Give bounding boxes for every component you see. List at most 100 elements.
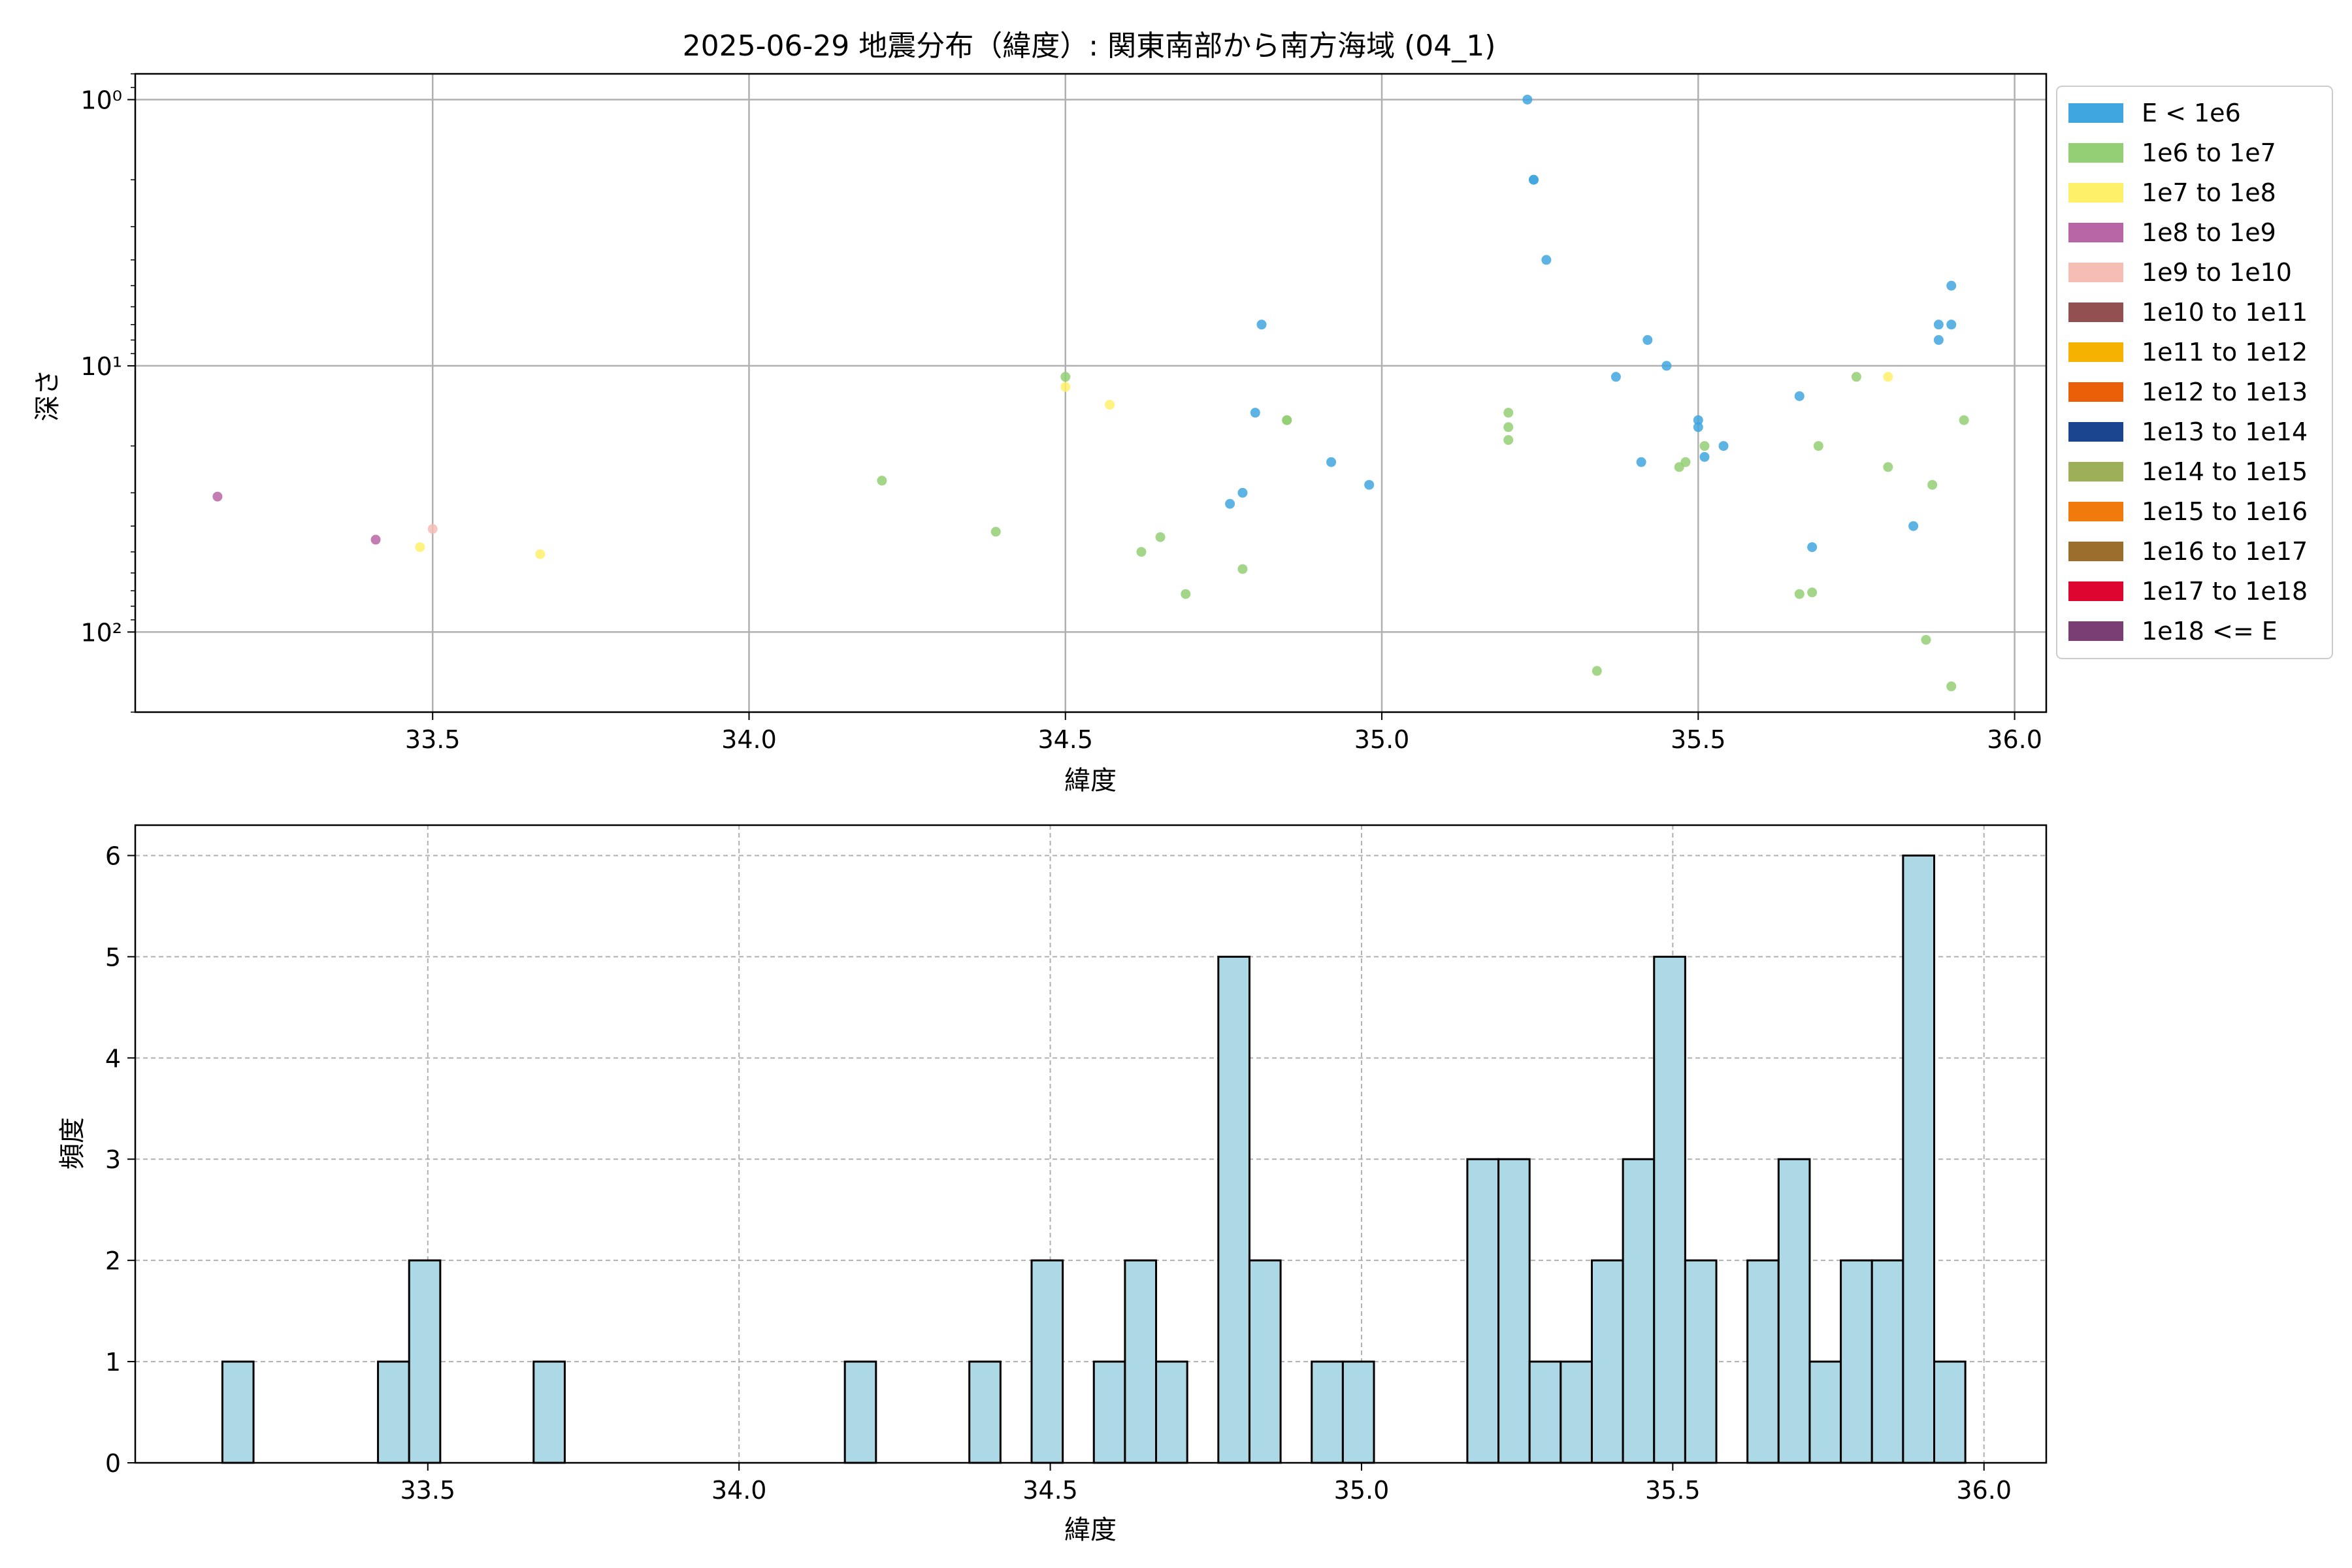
scatter-point [1927,480,1938,490]
histogram-x-tick-label: 33.5 [400,1476,455,1505]
legend-swatch [2068,223,2123,242]
scatter-point [1959,415,1969,425]
histogram-bar [1746,1259,1780,1464]
histogram-bar [1902,854,1936,1464]
legend-label: 1e12 to 1e13 [2142,378,2308,406]
scatter-point [1807,542,1818,552]
scatter-point [1592,666,1602,676]
scatter-point [1680,457,1691,467]
scatter-point [1699,451,1710,462]
histogram-bar [1528,1360,1562,1464]
scatter-point [535,549,546,559]
histogram-chart: 33.5 34.0 34.5 35.0 35.5 36.0 0 1 2 3 4 5 6 緯度 頻度 [57,824,2048,1545]
scatter-point [1060,372,1071,382]
histogram-bar [1933,1360,1967,1464]
legend-swatch [2068,143,2123,163]
scatter-point [1661,361,1672,371]
scatter-chart-title: 2025-06-29 地震分布（緯度）: 関東南部から南方海域 (04_1) [683,29,1496,63]
histogram-bar [377,1360,410,1464]
legend-label: 1e10 to 1e11 [2142,298,2308,327]
legend-swatch [2068,542,2123,561]
scatter-ticks: 33.5 34.0 34.5 35.0 35.5 36.0 10⁰ 10¹ 10² [80,73,2042,754]
scatter-point [1060,382,1071,392]
scatter-x-tick-label: 34.5 [1037,725,1093,754]
histogram-bar [221,1360,255,1464]
scatter-point [370,534,381,545]
histogram-bar [1497,1158,1531,1464]
histogram-ticks: 33.5 34.0 34.5 35.0 35.5 36.0 0 1 2 3 4 5 6 [105,841,2012,1505]
scatter-point [1250,408,1260,418]
scatter-point [1503,408,1514,418]
legend-label: 1e9 to 1e10 [2142,258,2292,287]
scatter-point [1908,521,1919,531]
scatter-point [1693,415,1703,425]
histogram-bar [1560,1360,1593,1464]
histogram-bar [1217,955,1250,1464]
scatter-point [1946,319,1957,330]
scatter-point [990,527,1001,537]
histogram-bar [532,1360,566,1464]
scatter-point [1610,372,1621,382]
scatter-point [415,542,425,552]
histogram-axes-frame [134,824,2048,1464]
scatter-legend: E < 1e6 1e6 to 1e7 1e7 to 1e8 1e8 to 1e9 1e9… [2056,86,2333,659]
scatter-point [1921,634,1931,645]
scatter-point [1883,372,1893,382]
scatter-point [1105,399,1115,410]
scatter-point [1933,335,1944,345]
histogram-bar [1248,1259,1282,1464]
legend-label: 1e14 to 1e15 [2142,457,2308,486]
scatter-point [1851,372,1861,382]
histogram-x-axis-label: 緯度 [1064,1515,1117,1545]
scatter-point [1699,441,1710,451]
histogram-bar [843,1360,877,1464]
legend-swatch [2068,422,2123,442]
scatter-point [1718,441,1729,451]
histogram-y-axis-label: 頻度 [57,1117,88,1169]
scatter-point [1933,319,1944,330]
legend-label: 1e18 <= E [2142,617,2278,645]
scatter-point [1541,255,1552,265]
scatter-point [1794,589,1805,599]
legend-label: 1e8 to 1e9 [2142,218,2276,247]
scatter-x-axis-label: 緯度 [1064,766,1117,796]
scatter-point [1225,498,1235,509]
legend-swatch [2068,342,2123,362]
scatter-point [1181,589,1191,599]
histogram-x-tick-label: 35.0 [1334,1476,1390,1505]
scatter-axes-frame [134,73,2048,713]
scatter-point [1503,422,1514,433]
legend-label: 1e16 to 1e17 [2142,537,2308,566]
legend-swatch [2068,263,2123,282]
histogram-bar [1155,1360,1188,1464]
histogram-bar [1684,1259,1718,1464]
scatter-x-tick-label: 33.5 [405,725,461,754]
histogram-y-tick-label: 3 [105,1145,121,1174]
legend-swatch [2068,581,2123,601]
scatter-x-tick-label: 35.0 [1354,725,1410,754]
legend-box [2056,86,2333,659]
histogram-bar [1092,1360,1126,1464]
legend-label: 1e7 to 1e8 [2142,178,2276,207]
scatter-points [212,94,1969,692]
histogram-bars [221,854,1967,1464]
legend-label: 1e15 to 1e16 [2142,497,2308,526]
histogram-bar [1622,1158,1656,1464]
scatter-chart: 2025-06-29 地震分布（緯度）: 関東南部から南方海域 (04_1) 3… [33,29,2333,796]
legend-swatch [2068,103,2123,123]
histogram-y-tick-label: 6 [105,841,121,870]
histogram-bar [1466,1158,1500,1464]
scatter-point [1693,422,1703,433]
scatter-x-tick-label: 36.0 [1987,725,2042,754]
scatter-point [1282,415,1292,425]
histogram-bar [1870,1259,1904,1464]
scatter-x-tick-label: 34.0 [721,725,777,754]
scatter-point [1237,564,1248,574]
legend-swatch [2068,502,2123,521]
scatter-point [1642,335,1653,345]
histogram-x-tick-label: 34.0 [711,1476,767,1505]
scatter-grid [135,74,2046,712]
scatter-point [1503,434,1514,445]
scatter-point [1155,532,1166,542]
scatter-x-tick-label: 35.5 [1671,725,1726,754]
